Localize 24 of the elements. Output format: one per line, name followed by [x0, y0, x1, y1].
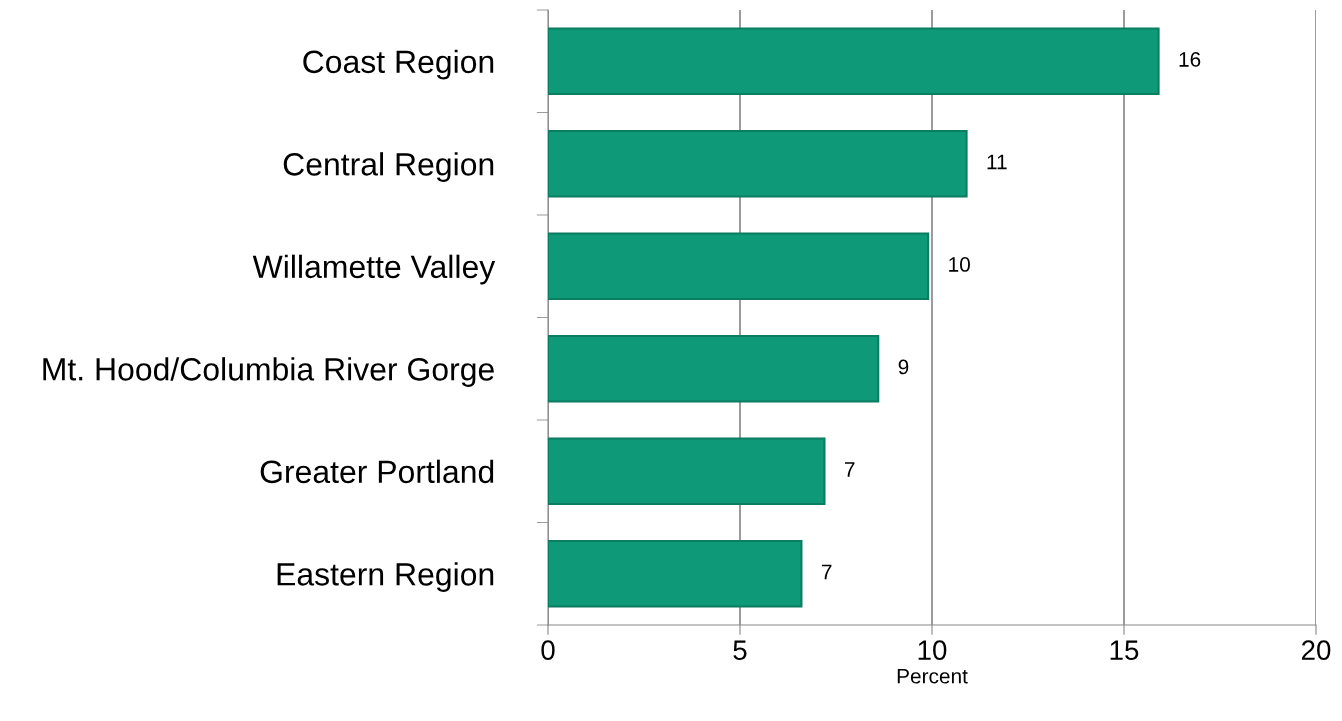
x-tick-label: 15	[1110, 640, 1139, 660]
data-label: 16	[1179, 52, 1201, 67]
data-label: 9	[898, 359, 909, 375]
bar	[548, 539, 803, 608]
bar	[548, 27, 1160, 96]
bar	[548, 334, 880, 403]
bar	[548, 437, 826, 506]
y-tick-label: Central Region	[283, 152, 494, 182]
y-tick-label: Greater Portland	[260, 459, 494, 484]
y-tick-label: Eastern Region	[277, 562, 494, 592]
y-tick-label: Coast Region	[303, 49, 494, 80]
x-tick-label: 20	[1301, 640, 1331, 660]
x-tick-label: 0	[541, 640, 555, 660]
data-label: 10	[949, 257, 970, 272]
bar	[548, 232, 930, 301]
y-tick-label: Willamette Valley	[252, 254, 496, 285]
x-tick-label: 10	[918, 640, 947, 660]
data-label: 7	[844, 462, 855, 477]
y-tick-label: Mt. Hood/Columbia River Gorge	[43, 357, 494, 387]
x-axis-title: Percent	[897, 669, 968, 684]
data-label: 7	[821, 564, 832, 580]
bar	[548, 129, 968, 198]
x-tick-label: 5	[733, 640, 747, 660]
data-label: 11	[987, 154, 1007, 170]
